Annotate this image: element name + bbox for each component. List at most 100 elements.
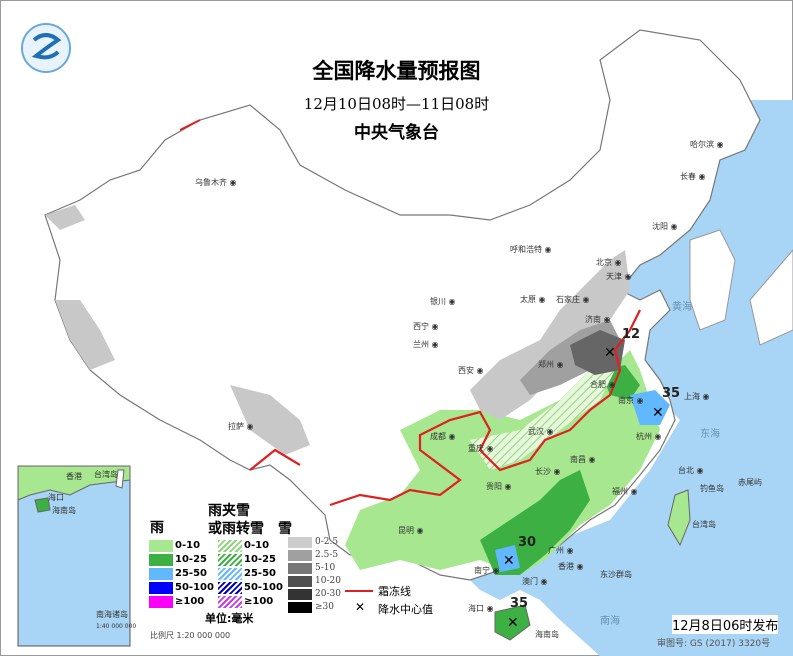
taiwan-island <box>667 489 691 547</box>
center-x-icon: ✕ <box>507 615 519 631</box>
city-label: 济南 ◉ <box>585 315 611 324</box>
city-name: 南京 <box>618 396 634 405</box>
center-x-icon: ✕ <box>355 600 366 614</box>
snow-west-area <box>55 300 115 370</box>
city-label: 乌鲁木齐 ◉ <box>195 178 237 187</box>
legend-swatch-rain <box>149 540 173 552</box>
city-name: 贵阳 <box>486 482 502 491</box>
south-sea-inset <box>17 465 131 647</box>
legend-snow-heading: 雪 <box>278 521 292 537</box>
city-name: 长沙 <box>535 467 551 476</box>
korea-peninsula <box>689 229 736 331</box>
legend-swatch-snow <box>288 537 312 548</box>
legend-label: 0-10 <box>175 540 201 551</box>
sleet-area <box>470 360 620 470</box>
legend-label: 50-100 <box>175 582 214 593</box>
city-label: 兰州 ◉ <box>413 340 439 349</box>
city-name: 乌鲁木齐 <box>195 178 227 187</box>
center-x-icon: ✕ <box>652 405 664 421</box>
snow-0-2.5-area <box>470 250 630 420</box>
city-label: 海口 ◉ <box>468 604 494 613</box>
sea-label-huanghai: 黄海 <box>672 302 692 313</box>
city-name: 合肥 <box>590 380 606 389</box>
city-label: 台北 ◉ <box>678 466 704 475</box>
label-diaoyu: 钓鱼岛 <box>700 484 724 493</box>
inset-hainan <box>34 497 51 513</box>
city-name: 哈尔滨 <box>690 140 714 149</box>
center-x-icon: ✕ <box>604 345 616 361</box>
city-name: 西宁 <box>413 322 429 331</box>
city-name: 南昌 <box>570 455 586 464</box>
city-name: 兰州 <box>413 340 429 349</box>
legend-swatch-rain <box>149 596 173 608</box>
legend-center: 降水中心值 <box>378 603 433 616</box>
city-label: 武汉 ◉ <box>528 427 554 436</box>
legend-frost-line: 霜冻线 <box>378 585 411 598</box>
rain-25-50-area <box>630 390 670 425</box>
inset-label: 海南岛 <box>52 506 76 515</box>
label-chiwei: 赤尾屿 <box>738 478 762 487</box>
inset-label: 香港 <box>66 472 82 481</box>
city-label: 天津 ◉ <box>606 272 632 281</box>
frost-line-2 <box>179 119 201 131</box>
city-name: 广州 <box>548 546 564 555</box>
legend-swatch-snow <box>288 550 312 561</box>
city-name: 天津 <box>606 272 622 281</box>
legend-swatch-rain <box>149 554 173 566</box>
rain-25-50-area-south <box>495 545 520 572</box>
city-label: 南昌 ◉ <box>570 455 596 464</box>
city-name: 台北 <box>678 466 694 475</box>
city-name: 成都 <box>430 432 446 441</box>
city-name: 沈阳 <box>652 222 668 231</box>
city-label: 贵阳 ◉ <box>486 482 512 491</box>
legend-label: 20-30 <box>315 589 341 599</box>
inset-title: 南海诸岛 <box>96 610 128 619</box>
legend-unit: 单位:毫米 <box>205 612 254 625</box>
legend-label: 10-25 <box>175 554 207 565</box>
city-label: 呼和浩特 ◉ <box>510 245 552 254</box>
city-name: 南宁 <box>474 566 490 575</box>
legend-swatch-sleet <box>218 568 242 580</box>
city-label: 北京 ◉ <box>596 258 622 267</box>
map-title: 全国降水量预报图 <box>312 58 481 83</box>
legend-label: 10-25 <box>244 554 276 565</box>
snow-xinjiang-area <box>45 205 85 230</box>
city-name: 澳门 <box>522 577 538 586</box>
legend-swatch-rain <box>149 582 173 594</box>
city-label: 沈阳 ◉ <box>652 222 678 231</box>
legend-swatch-sleet <box>218 554 242 566</box>
city-label: 南宁 ◉ <box>474 566 500 575</box>
city-label: 香港 ◉ <box>558 562 584 571</box>
city-label: 拉萨 ◉ <box>228 422 254 431</box>
city-name: 海口 <box>468 604 484 613</box>
city-name: 呼和浩特 <box>510 245 542 254</box>
legend-swatch-rain <box>149 568 173 580</box>
inset-land <box>17 465 131 501</box>
legend-sleet-heading: 雨夹雪 <box>208 503 250 519</box>
legend-label: 10-20 <box>315 576 341 586</box>
city-name: 石家庄 <box>556 295 580 304</box>
city-label: 成都 ◉ <box>430 432 456 441</box>
forecast-period: 12月10日08时—11日08时 <box>303 95 490 113</box>
city-label: 郑州 ◉ <box>538 360 564 369</box>
legend-swatch-sleet <box>218 582 242 594</box>
approval-number: 审图号: GS (2017) 3320号 <box>657 639 771 649</box>
city-name: 太原 <box>520 295 536 304</box>
legend-label: ≥100 <box>244 596 274 607</box>
city-label: 太原 ◉ <box>520 295 546 304</box>
legend-label: 50-100 <box>244 582 283 593</box>
legend-label: ≥100 <box>175 596 205 607</box>
city-label: 广州 ◉ <box>548 546 574 555</box>
legend-swatch-snow <box>288 602 312 613</box>
sea-label-donghai: 东海 <box>700 429 720 440</box>
legend-label: 5-10 <box>315 563 336 573</box>
legend-label: 2.5-5 <box>315 550 339 560</box>
center-value: 35 <box>510 596 529 611</box>
inset-label: 海口 <box>48 493 64 502</box>
issuer: 中央气象台 <box>354 123 439 143</box>
city-label: 合肥 ◉ <box>590 380 616 389</box>
city-name: 郑州 <box>538 360 554 369</box>
city-label: 澳门 ◉ <box>522 577 548 586</box>
label-dongsha: 东沙群岛 <box>600 570 632 579</box>
city-label: 长春 ◉ <box>680 172 706 181</box>
